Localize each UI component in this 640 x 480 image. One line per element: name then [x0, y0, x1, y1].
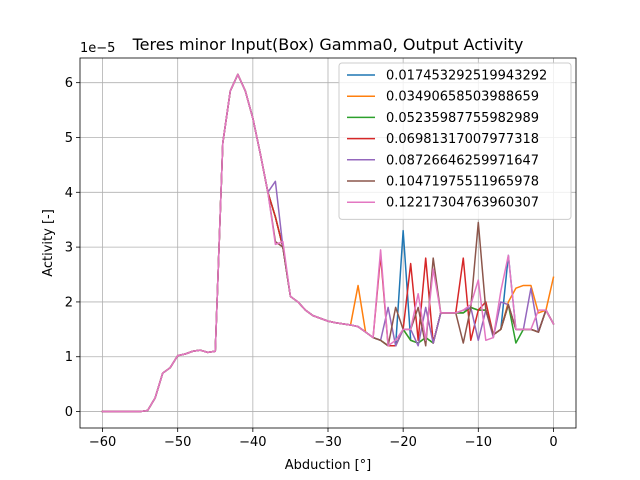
- y-axis-offset-label: 1e−5: [80, 41, 115, 56]
- legend: 0.017453292519943292 0.03490658503988659 0…: [338, 62, 572, 220]
- x-tick-label: −50: [164, 435, 191, 450]
- legend-label: 0.05235987755982989: [386, 111, 539, 126]
- legend-label: 0.017453292519943292: [386, 69, 547, 84]
- x-tick-label: −10: [465, 435, 492, 450]
- y-tick-label: 3: [65, 241, 73, 256]
- y-tick-label: 5: [65, 131, 73, 146]
- legend-label: 0.06981317007977318: [386, 132, 539, 147]
- series-line-7: [101, 73, 555, 413]
- x-tick-label: −20: [389, 435, 416, 450]
- y-axis-label: Activity [-]: [41, 209, 56, 277]
- y-tick-label: 0: [65, 405, 73, 420]
- y-axis-ticks: 0 1 2 3 4 5 6: [65, 76, 80, 420]
- chart-title: Teres minor Input(Box) Gamma0, Output Ac…: [132, 35, 524, 54]
- legend-label: 0.12217304763960307: [386, 196, 539, 211]
- y-tick-label: 1: [65, 350, 73, 365]
- legend-label: 0.03490658503988659: [386, 90, 539, 105]
- x-tick-label: 0: [549, 435, 557, 450]
- legend-box: [338, 62, 572, 220]
- legend-label: 0.08726646259971647: [386, 153, 539, 168]
- x-tick-label: −60: [89, 435, 116, 450]
- y-tick-label: 2: [65, 295, 73, 310]
- x-axis-label: Abduction [°]: [285, 458, 371, 473]
- series-group: [101, 73, 555, 413]
- x-tick-label: −30: [314, 435, 341, 450]
- legend-label: 0.10471975511965978: [386, 175, 539, 190]
- x-tick-label: −40: [239, 435, 266, 450]
- y-tick-label: 4: [65, 186, 73, 201]
- y-tick-label: 6: [65, 76, 73, 91]
- x-axis-ticks: −60 −50 −40 −30 −20 −10 0: [89, 428, 558, 450]
